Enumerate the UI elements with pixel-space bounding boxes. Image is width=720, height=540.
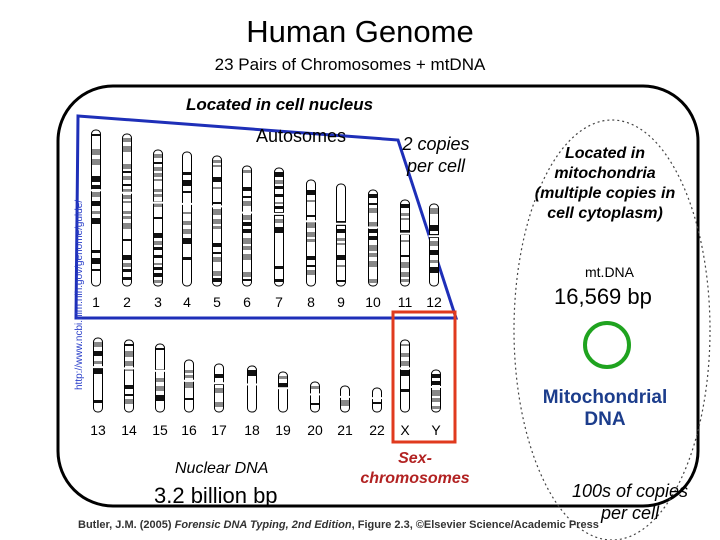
- chromosome-15: [154, 343, 166, 413]
- sex-chromosome-box: [391, 310, 457, 444]
- chromosome-12: [428, 203, 440, 287]
- mitochondria-outline: [513, 119, 711, 540]
- mito-copies-label: 100s of copies per cell: [571, 481, 689, 523]
- chromosome-3: [152, 149, 164, 287]
- citation-title: Forensic DNA Typing, 2nd Edition: [174, 519, 352, 531]
- chromosome-number-16: 16: [181, 422, 197, 438]
- chromosome-number-18: 18: [244, 422, 260, 438]
- chromosome-number-1: 1: [92, 294, 100, 310]
- chromosome-17: [213, 363, 225, 413]
- chromosome-number-22: 22: [369, 422, 385, 438]
- mitochondria-location-label: Located in mitochondria (multiple copies…: [534, 145, 676, 222]
- chromosome-number-9: 9: [337, 294, 345, 310]
- chromosome-number-11: 11: [397, 294, 413, 310]
- chromosome-10: [367, 189, 379, 287]
- chromosome-number-15: 15: [152, 422, 168, 438]
- mitochondrial-dna-label: Mitochondrial DNA: [542, 387, 668, 430]
- chromosome-number-3: 3: [154, 294, 162, 310]
- chromosome-14: [123, 339, 135, 413]
- chromosome-number-2: 2: [123, 294, 131, 310]
- nuclear-dna-label: Nuclear DNA: [175, 460, 269, 477]
- chromosome-number-14: 14: [121, 422, 137, 438]
- chromosome-5: [211, 155, 223, 287]
- chromosome-number-17: 17: [211, 422, 227, 438]
- nucleus-label: Located in cell nucleus: [186, 95, 374, 114]
- chromosome-Y: [430, 369, 442, 413]
- chromosome-22: [371, 387, 383, 413]
- chromosome-20: [309, 381, 321, 413]
- chromosome-18: [246, 365, 258, 413]
- mtdna-label: mt.DNA: [585, 264, 634, 280]
- chromosome-number-13: 13: [90, 422, 106, 438]
- chromosome-number-8: 8: [307, 294, 315, 310]
- page-subtitle: 23 Pairs of Chromosomes + mtDNA: [214, 55, 486, 74]
- chromosome-16: [183, 359, 195, 413]
- nuclear-dna-size: 3.2 billion bp: [154, 483, 278, 508]
- chromosome-19: [277, 371, 289, 413]
- citation-author: Butler, J.M. (2005): [78, 519, 175, 531]
- chromosome-1: [90, 129, 102, 287]
- chromosome-number-6: 6: [243, 294, 251, 310]
- chromosome-number-20: 20: [307, 422, 323, 438]
- copies-label: 2 copies per cell: [402, 134, 470, 176]
- chromosome-11: [399, 199, 411, 287]
- chromosome-X: [399, 339, 411, 413]
- chromosome-number-Y: Y: [431, 422, 441, 438]
- chromosome-number-4: 4: [183, 294, 191, 310]
- citation: Butler, J.M. (2005) Forensic DNA Typing,…: [78, 519, 599, 531]
- chromosome-9: [335, 183, 347, 287]
- chromosome-4: [181, 151, 193, 287]
- chromosome-7: [273, 167, 285, 287]
- cell-outline: [56, 84, 700, 508]
- mtdna-ring: [583, 321, 631, 369]
- chromosome-8: [305, 179, 317, 287]
- chromosome-number-7: 7: [275, 294, 283, 310]
- chromosome-layer: [90, 129, 442, 413]
- chromosome-number-21: 21: [337, 422, 353, 438]
- chromosome-number-10: 10: [365, 294, 381, 310]
- chromosome-2: [121, 133, 133, 287]
- chromosome-number-12: 12: [426, 294, 442, 310]
- page-title: Human Genome: [246, 14, 474, 49]
- mtdna-size: 16,569 bp: [554, 284, 652, 309]
- citation-rest: , Figure 2.3, ©Elsevier Science/Academic…: [351, 519, 599, 531]
- chromosome-13: [92, 337, 104, 413]
- sex-chromosomes-label: Sex-chromosomes: [360, 450, 470, 487]
- chromosome-6: [241, 165, 253, 287]
- autosomes-label: Autosomes: [256, 126, 347, 146]
- chromosome-number-5: 5: [213, 294, 221, 310]
- chromosome-number-X: X: [400, 422, 410, 438]
- chromosome-21: [339, 385, 351, 413]
- chromosome-number-19: 19: [275, 422, 291, 438]
